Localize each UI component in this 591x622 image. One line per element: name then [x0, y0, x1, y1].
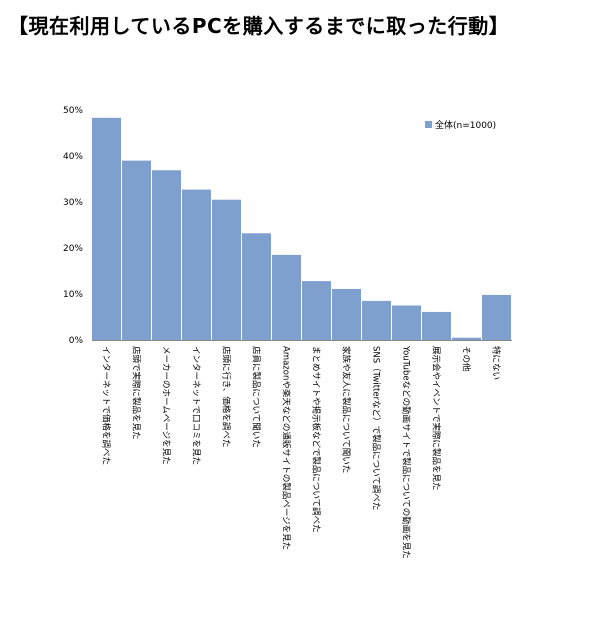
- y-tick-label: 10%: [63, 290, 83, 300]
- y-tick-label: 0%: [69, 336, 84, 346]
- bar: [422, 311, 451, 340]
- category-label: その他: [461, 346, 472, 372]
- y-axis-tick-labels: 0% 10% 20% 30% 40% 50%: [63, 106, 83, 346]
- category-label: 特にない: [491, 346, 502, 380]
- bar: [242, 233, 271, 340]
- category-label: 店員に製品について聞いた: [251, 346, 262, 448]
- bar: [362, 300, 391, 340]
- bar: [332, 288, 361, 340]
- bar: [122, 160, 151, 340]
- category-labels: インターネットで価格を調べた 店頭で実際に製品を見た メーカーのホームページを見た イ…: [101, 345, 502, 559]
- page-title: 【現在利用しているPCを購入するまでに取った行動】: [8, 14, 510, 38]
- y-tick-label: 40%: [63, 152, 83, 162]
- category-label: まとめサイトや掲示板などで製品について調べた: [311, 346, 322, 533]
- legend: 全体(n=1000): [425, 119, 496, 131]
- category-label: メーカーのホームページを見た: [161, 346, 171, 465]
- legend-swatch: [425, 121, 432, 128]
- bar: [92, 117, 121, 340]
- bar: [152, 170, 181, 340]
- category-label: Amazonや楽天などの通販サイトの製品ページを見た: [281, 346, 292, 550]
- bar: [302, 281, 331, 340]
- bar: [452, 337, 481, 340]
- bar: [212, 199, 241, 340]
- bar: [272, 254, 301, 340]
- category-label: 展示会やイベントで実際に製品を見た: [431, 346, 442, 491]
- bar-series: [92, 117, 511, 340]
- category-label: インターネットで口コミを見た: [191, 346, 201, 465]
- y-tick-label: 20%: [63, 244, 83, 254]
- bar: [392, 305, 421, 340]
- category-label: 店頭で実際に製品を見た: [131, 346, 142, 440]
- bar: [182, 189, 211, 340]
- legend-label: 全体(n=1000): [435, 119, 496, 131]
- y-tick-label: 30%: [63, 198, 83, 208]
- category-label: インターネットで価格を調べた: [101, 346, 112, 465]
- category-label: SNS（Twitterなど）で製品について調べた: [371, 346, 382, 510]
- category-label: 店頭に行き、価格を調べた: [221, 346, 232, 447]
- category-label: YouTubeなどの動画サイトで製品についての動画を見た: [401, 345, 412, 559]
- bar: [482, 294, 511, 340]
- category-label: 家族や友人に製品について聞いた: [341, 346, 352, 473]
- y-tick-label: 50%: [63, 106, 83, 116]
